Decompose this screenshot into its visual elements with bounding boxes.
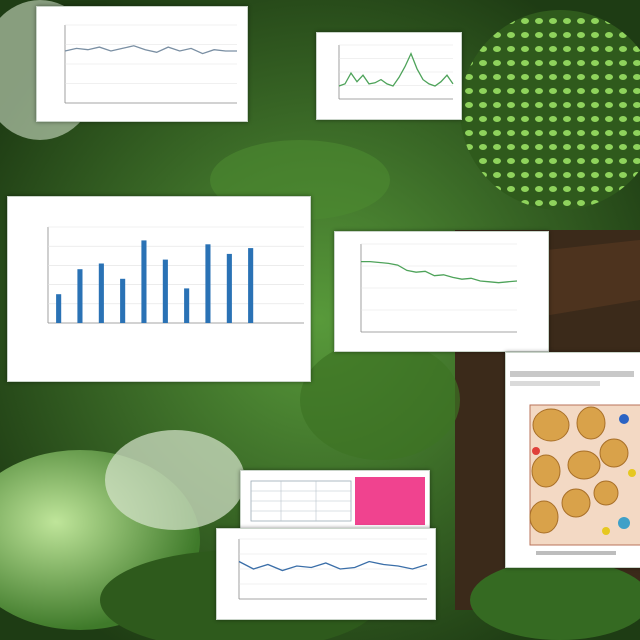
- round-plant: [460, 10, 640, 210]
- document-card-right: [505, 352, 640, 568]
- bar: [141, 240, 147, 323]
- bar-chart: [47, 226, 304, 324]
- bar: [226, 253, 232, 323]
- chart-card-bottom: [216, 528, 436, 620]
- line-chart-top-middle: [338, 44, 454, 100]
- bar: [162, 259, 168, 323]
- series-line: [238, 560, 428, 572]
- chart-card-top-middle: [316, 32, 462, 120]
- bar: [205, 244, 211, 323]
- table-card-bottom: [240, 470, 430, 530]
- bar: [120, 278, 126, 323]
- bar-chart-card: [7, 196, 311, 382]
- bar: [56, 294, 62, 323]
- series-line: [64, 45, 237, 55]
- chart-card-middle: [334, 231, 549, 352]
- series-line: [361, 260, 518, 284]
- chart-card-top-left: [36, 6, 248, 122]
- bar: [77, 269, 83, 323]
- pink-swatch: [355, 477, 425, 525]
- bar: [98, 263, 104, 323]
- series-line: [338, 51, 454, 87]
- potato-illustration: [510, 371, 640, 555]
- bar: [184, 288, 190, 323]
- line-chart-top-left: [64, 24, 237, 104]
- line-chart-bottom: [238, 538, 428, 600]
- line-chart-middle: [360, 243, 518, 333]
- bar: [248, 248, 254, 323]
- mini-table: [250, 480, 352, 522]
